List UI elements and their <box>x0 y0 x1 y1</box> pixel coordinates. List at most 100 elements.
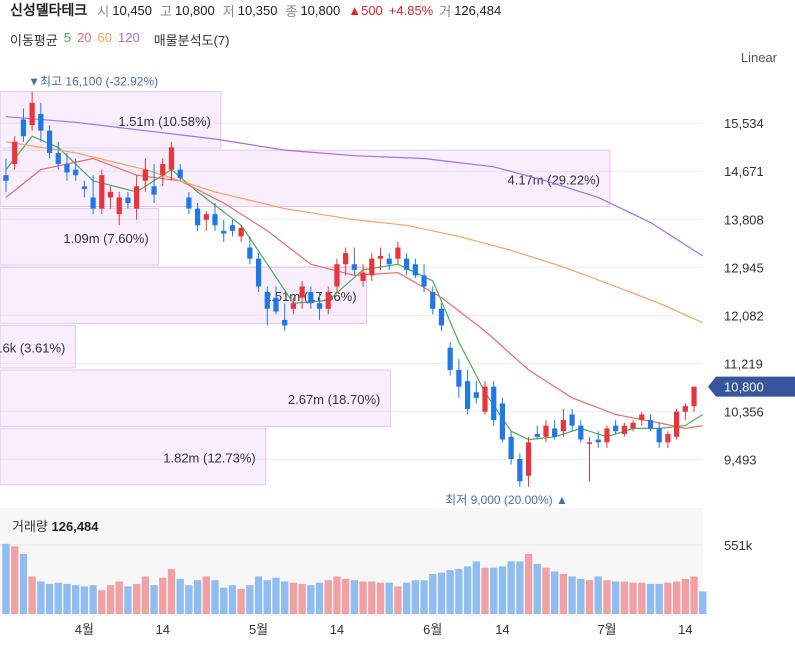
volume-bar <box>585 580 594 614</box>
candle-body <box>377 255 384 259</box>
volume-profile-label: 1.51m (10.58%) <box>118 114 211 129</box>
volume-bar <box>394 586 402 614</box>
low-annotation: 최저 9,000 (20.00%) ▲ <box>445 493 568 507</box>
candle-body <box>186 197 192 209</box>
volume-bar <box>307 585 315 614</box>
volume-tick-label: 551k <box>724 538 753 553</box>
volume-bar <box>437 572 446 614</box>
volume-panel-title: 거래량 126,484 <box>12 516 99 535</box>
volume-bar <box>472 561 480 614</box>
y-axis: 15,534 14,671 13,808 12,945 12,082 11,219 10,3… <box>708 116 795 467</box>
volume-profile-bar <box>0 91 222 149</box>
volume-bar <box>359 581 367 614</box>
change-value: ▲500 <box>348 2 383 18</box>
ma-line-120 <box>5 116 704 257</box>
volume-bar <box>106 585 115 614</box>
candle-body <box>107 191 114 198</box>
volume-bar <box>646 583 655 614</box>
volume-bar <box>638 582 646 614</box>
volume-bar <box>272 577 280 614</box>
low-label: 저 <box>222 3 235 19</box>
x-tick-label: 6월 <box>423 622 442 637</box>
candle-body <box>81 186 87 190</box>
volume-bar <box>246 585 254 614</box>
volume-bar <box>490 567 498 614</box>
volume-profile: 1.51m (10.58%)4.17m (29.22%)1.09m (7.60%… <box>0 91 611 486</box>
x-tick-label: 7월 <box>597 622 616 637</box>
candle-body <box>264 292 270 309</box>
volume-bar <box>507 561 515 614</box>
y-tick-label: 14,671 <box>724 164 764 179</box>
volume-bar <box>429 573 437 614</box>
candle-body <box>29 102 35 126</box>
ma20-label[interactable]: 20 <box>77 30 92 45</box>
candle-body <box>282 319 288 326</box>
candle-body <box>534 433 540 437</box>
volume-bars: 551k <box>0 508 753 616</box>
volume-bar <box>150 585 158 614</box>
candle-body <box>482 386 488 412</box>
candle-body <box>238 228 244 237</box>
volume-bar <box>176 578 184 614</box>
volume-label: 거 <box>439 3 452 19</box>
volume-bar <box>228 585 237 614</box>
volume-bar <box>463 566 472 614</box>
candle-body <box>160 164 166 176</box>
volume-bar <box>629 582 637 614</box>
volume-bar <box>342 578 350 614</box>
annotations: ▼최고 16,100 (-32.92%) 최저 9,000 (20.00%) ▲ <box>28 75 568 507</box>
candle-body <box>116 197 122 215</box>
candle-body <box>421 275 427 287</box>
candle-body <box>438 308 445 326</box>
volume-bar <box>620 581 629 614</box>
ma120-label[interactable]: 120 <box>118 30 140 45</box>
y-tick-label: 10,356 <box>724 404 764 419</box>
volume-bar <box>568 576 576 614</box>
volume-bar <box>498 566 507 614</box>
volume-profile-label: 2.67m (18.70%) <box>288 392 381 407</box>
volume-profile-label[interactable]: 매물분석도(7) <box>153 33 230 48</box>
ma5-label[interactable]: 5 <box>63 30 72 45</box>
volume-bar <box>420 580 428 614</box>
candle-body <box>20 119 27 137</box>
open-label: 시 <box>97 3 110 19</box>
candle-body <box>151 186 157 195</box>
volume-bar <box>376 582 385 614</box>
candle-body <box>552 428 558 437</box>
candle-body <box>290 303 297 309</box>
candle-body <box>177 169 183 178</box>
candle-body <box>491 386 497 421</box>
candle-body <box>325 292 331 309</box>
low-value: 10,350 <box>237 2 278 18</box>
candle-body <box>508 436 514 460</box>
volume-bar <box>11 546 19 614</box>
price-badge <box>708 376 795 397</box>
volume-bar <box>524 553 533 614</box>
candle-body <box>308 292 314 304</box>
volume-bar <box>577 578 585 614</box>
volume-bar <box>446 570 454 614</box>
volume-panel-value: 126,484 <box>51 519 99 534</box>
candle-body <box>543 425 549 437</box>
candle-body <box>682 406 688 412</box>
candle-body <box>560 420 567 432</box>
ma-label[interactable]: 이동평균 <box>10 33 58 48</box>
volume-bar <box>141 576 150 614</box>
candle-body <box>647 420 654 429</box>
y-tick-label: 15,534 <box>724 116 764 131</box>
indicator-legend: 이동평균 5 20 60 120 매물분석도(7) <box>10 30 229 49</box>
candle-body <box>247 247 253 259</box>
candle-body <box>525 442 532 476</box>
candle-body <box>473 392 479 398</box>
volume-bar <box>28 576 36 614</box>
candle-body <box>447 347 453 370</box>
x-tick-label: 14 <box>495 622 509 637</box>
volume-bar <box>211 580 219 614</box>
volume-bar <box>681 578 689 614</box>
scale-toggle[interactable]: Linear <box>740 50 777 65</box>
volume-profile-bar <box>0 427 267 486</box>
ma60-label[interactable]: 60 <box>97 30 113 45</box>
y-tick-label: 12,945 <box>724 260 764 275</box>
volume-bar <box>54 582 62 614</box>
